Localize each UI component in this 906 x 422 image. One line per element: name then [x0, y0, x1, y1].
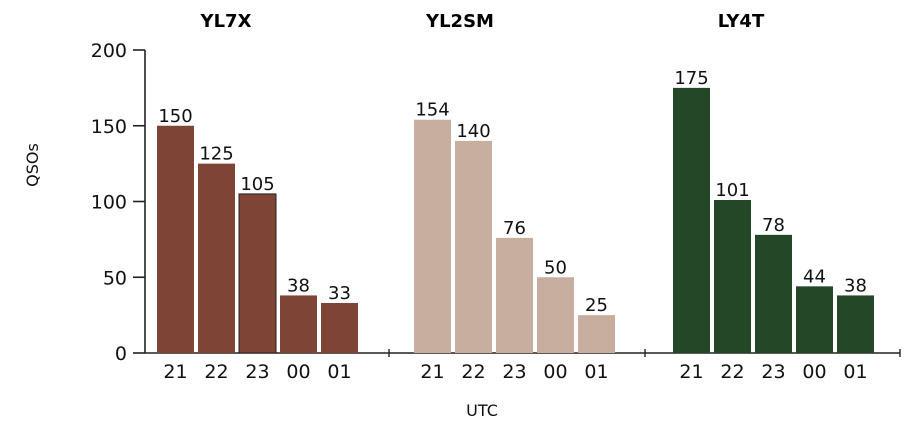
bar-ly4t-22 [714, 199, 751, 353]
x-tick-label-00: 00 [543, 361, 567, 383]
bar-value-label: 38 [287, 275, 310, 296]
bar-value-label: 101 [715, 180, 749, 201]
x-tick-label-00: 00 [802, 361, 826, 383]
bar-yl2sm-01 [578, 315, 615, 353]
bar-value-label: 78 [762, 215, 785, 236]
y-tick-label-200: 200 [91, 40, 127, 62]
bar-ly4t-01 [837, 295, 874, 353]
x-tick-label-22: 22 [204, 361, 228, 383]
y-tick-label-150: 150 [91, 116, 127, 138]
bar-yl7x-21 [157, 125, 194, 353]
x-tick-label-01: 01 [584, 361, 608, 383]
x-tick-label-23: 23 [761, 361, 785, 383]
y-tick-label-50: 50 [103, 267, 127, 289]
bar-value-label: 154 [415, 100, 449, 121]
x-tick-label-22: 22 [720, 361, 744, 383]
bar-yl2sm-21 [414, 119, 451, 353]
bars [157, 87, 874, 354]
bar-value-label: 25 [585, 295, 608, 316]
bar-value-label: 140 [456, 121, 490, 142]
x-tick-label-21: 21 [163, 361, 187, 383]
x-axis-title: UTC [466, 401, 498, 420]
labels: 0 50 100 150 200 YL7X 150 21 125 22 105 23 38 00 33 01 Y… [91, 11, 868, 383]
bar-value-label: 38 [844, 275, 867, 296]
bar-ly4t-23 [755, 234, 792, 353]
bar-value-label: 44 [803, 266, 826, 287]
group-title-yl7x: YL7X [200, 11, 252, 32]
bar-value-label: 50 [544, 257, 567, 278]
x-tick-label-23: 23 [502, 361, 526, 383]
y-tick-label-0: 0 [115, 343, 127, 365]
x-tick-label-01: 01 [327, 361, 351, 383]
bar-value-label: 105 [240, 174, 274, 195]
bar-yl2sm-22 [455, 140, 492, 353]
bar-value-label: 125 [199, 144, 233, 165]
x-tick-label-21: 21 [679, 361, 703, 383]
bar-yl7x-23 [238, 193, 277, 354]
y-tick-label-100: 100 [91, 192, 127, 214]
y-axis-title: QSOs [23, 143, 42, 187]
bar-yl2sm-23 [496, 237, 533, 353]
bar-yl2sm-00 [537, 277, 574, 353]
bar-yl7x-01 [321, 303, 358, 353]
group-title-yl2sm: YL2SM [425, 11, 494, 32]
bar-ly4t-00 [796, 286, 833, 353]
group-title-ly4t: LY4T [718, 11, 765, 32]
bar-value-label: 150 [158, 106, 192, 127]
bar-value-label: 33 [328, 283, 351, 304]
x-tick-label-01: 01 [843, 361, 867, 383]
bar-yl7x-22 [198, 163, 235, 353]
bar-ly4t-21 [673, 87, 710, 353]
bar-yl7x-00 [280, 295, 317, 353]
bar-value-label: 175 [674, 68, 708, 89]
x-tick-label-22: 22 [461, 361, 485, 383]
bar-value-label: 76 [503, 218, 526, 239]
x-tick-label-00: 00 [286, 361, 310, 383]
x-tick-label-23: 23 [245, 361, 269, 383]
x-tick-label-21: 21 [420, 361, 444, 383]
